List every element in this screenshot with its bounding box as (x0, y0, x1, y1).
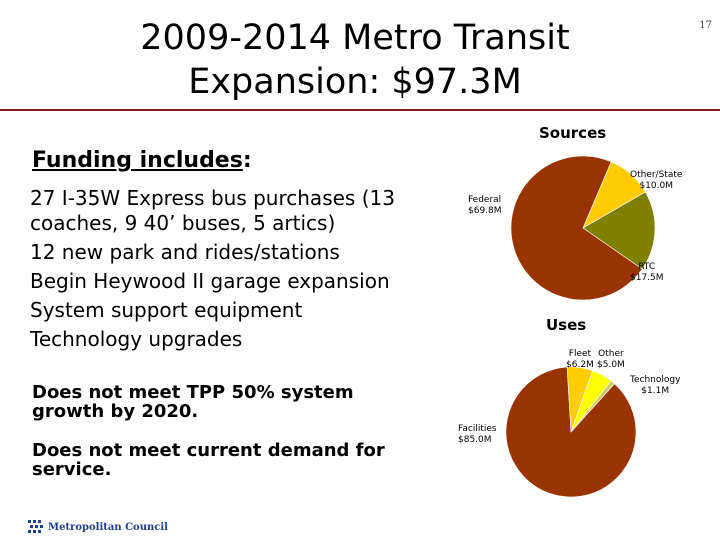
note-tpp-growth: Does not meet TPP 50% system growth by 2… (32, 382, 354, 422)
sources-pie-chart (510, 155, 656, 301)
funding-heading-text: Funding includes (32, 148, 243, 173)
funding-item: 12 new park and rides/stations (30, 240, 340, 264)
uses-chart-title: Uses (546, 316, 587, 334)
funding-heading: Funding includes: (32, 148, 252, 173)
label-facilities: Facilities $85.0M (458, 424, 497, 446)
label-fleet-name: Fleet (568, 349, 592, 359)
slide-title-line1: 2009-2014 Metro Transit (140, 18, 570, 58)
funding-item: 27 I-35W Express bus purchases (13 coach… (30, 186, 395, 235)
sources-chart-title: Sources (539, 124, 607, 142)
label-federal: Federal $69.8M (468, 195, 502, 217)
pie-slice-rtc (582, 191, 656, 270)
slide-title-line2: Expansion: $97.3M (188, 62, 522, 102)
label-facilities-name: Facilities (458, 424, 497, 434)
label-rtc-value: $17.5M (630, 273, 664, 283)
logo-text: Metropolitan Council (48, 521, 168, 533)
label-other: Other $5.0M (597, 349, 625, 371)
metro-council-mark-icon (28, 520, 43, 533)
funding-list: 27 I-35W Express bus purchases (13 coach… (30, 186, 430, 356)
label-technology: Technology $1.1M (630, 375, 680, 397)
note-current-demand: Does not meet current demand for service… (32, 440, 385, 480)
funding-item: System support equipment (30, 298, 303, 322)
slide-number: 17 (699, 20, 712, 31)
label-other-state-value: $10.0M (639, 181, 673, 191)
funding-item: Begin Heywood II garage expansion (30, 269, 390, 293)
uses-pie-chart (505, 366, 637, 498)
label-rtc: RTC $17.5M (630, 262, 664, 284)
slide-title: 2009-2014 Metro Transit Expansion: $97.3… (100, 16, 610, 104)
funding-heading-colon: : (242, 148, 252, 173)
label-fleet: Fleet $6.2M (566, 349, 594, 371)
label-fleet-value: $6.2M (566, 360, 594, 370)
label-facilities-value: $85.0M (458, 435, 492, 445)
label-federal-name: Federal (468, 195, 502, 205)
label-technology-name: Technology (630, 375, 681, 385)
funding-item: Technology upgrades (30, 327, 243, 351)
label-technology-value: $1.1M (641, 386, 670, 396)
title-divider (0, 109, 720, 111)
label-other-name: Other (598, 349, 624, 359)
label-federal-value: $69.8M (468, 206, 502, 216)
metropolitan-council-logo: Metropolitan Council (28, 519, 168, 535)
pie-slice-federal (510, 155, 643, 301)
label-other-state: Other/State $10.0M (630, 170, 682, 192)
label-rtc-name: RTC (638, 262, 656, 272)
pie-slice-other (570, 370, 612, 433)
label-other-value: $5.0M (597, 360, 625, 370)
label-other-state-name: Other/State (630, 170, 683, 180)
